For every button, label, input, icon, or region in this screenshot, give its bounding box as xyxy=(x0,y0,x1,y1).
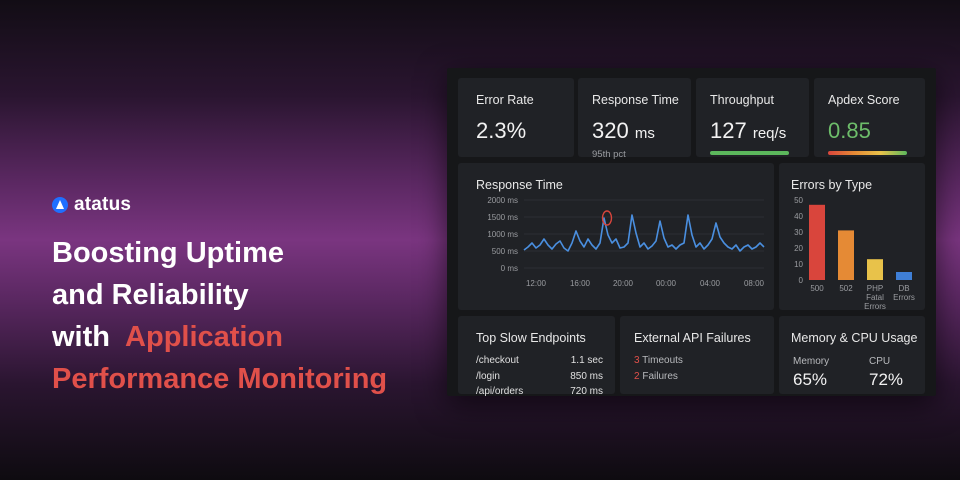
endpoint-path[interactable]: /api/orders xyxy=(476,386,524,397)
headline-accent-2: Performance Monitoring xyxy=(52,363,388,395)
grid xyxy=(524,199,764,269)
kpi-title: Response Time xyxy=(592,93,679,107)
brand-name: atatus xyxy=(74,194,132,215)
y-ticks: 2000 ms 1500 ms 1000 ms 500 ms 0 ms xyxy=(487,196,518,273)
apm-dashboard: Error Rate 2.3% Response Time 320 ms 95t… xyxy=(447,68,936,397)
y-tick: 30 xyxy=(794,228,803,237)
y-ticks: 50 40 30 20 10 0 xyxy=(794,196,803,285)
throughput-bar xyxy=(710,151,789,155)
api-failure-row[interactable]: 3 Timeouts xyxy=(634,355,683,366)
headline-accent-1: Application xyxy=(125,321,283,353)
kpi-title: Error Rate xyxy=(476,93,534,107)
x-tick: 12:00 xyxy=(526,279,547,288)
y-tick: 0 ms xyxy=(501,264,518,273)
api-failure-row[interactable]: 2 Failures xyxy=(634,371,678,382)
endpoint-time: 1.1 sec xyxy=(570,355,603,366)
endpoint-path[interactable]: /login xyxy=(476,371,500,382)
y-tick: 0 xyxy=(799,276,804,285)
x-tick: 08:00 xyxy=(744,279,765,288)
hero: atatus Boosting Uptime and Reliability w… xyxy=(52,194,452,400)
resources-card[interactable]: Memory & CPU Usage Memory 65% CPU 72% xyxy=(779,316,925,394)
errors-by-type-card[interactable]: Errors by Type 50 40 30 20 10 0 500 502 PHP Fata… xyxy=(779,163,925,310)
y-tick: 1500 ms xyxy=(487,213,518,222)
atatus-logo-icon xyxy=(52,197,68,213)
card-title: External API Failures xyxy=(634,331,751,345)
x-tick: DB Errors xyxy=(893,284,915,302)
chart-title: Errors by Type xyxy=(791,178,873,192)
failure-label: Timeouts xyxy=(642,355,683,366)
kpi-subtitle: 95th pct xyxy=(592,149,626,160)
bar-3[interactable] xyxy=(896,272,912,280)
kpi-value: 0.85 xyxy=(828,118,871,143)
headline-line-3: with Application xyxy=(52,316,452,358)
endpoint-path[interactable]: /checkout xyxy=(476,355,519,366)
y-tick: 1000 ms xyxy=(487,230,518,239)
card-title: Memory & CPU Usage xyxy=(791,331,918,345)
kpi-throughput[interactable]: Throughput 127 req/s xyxy=(696,78,809,157)
kpi-title: Throughput xyxy=(710,93,774,107)
bar-1[interactable] xyxy=(838,230,854,280)
api-failures-card[interactable]: External API Failures 3 Timeouts 2 Failu… xyxy=(620,316,774,394)
x-tick: 16:00 xyxy=(570,279,591,288)
kpi-error-rate[interactable]: Error Rate 2.3% xyxy=(458,78,574,157)
x-ticks: 500 502 PHP Fatal Errors DB Errors xyxy=(810,284,915,310)
bar-2[interactable] xyxy=(867,259,883,280)
bars xyxy=(809,204,912,280)
kpi-unit: ms xyxy=(634,125,655,142)
apdex-bar xyxy=(828,151,907,155)
y-tick: 500 ms xyxy=(492,247,518,256)
x-tick: 00:00 xyxy=(656,279,677,288)
y-tick: 10 xyxy=(794,260,803,269)
y-tick: 40 xyxy=(794,212,803,221)
card-title: Top Slow Endpoints xyxy=(476,331,586,345)
cpu-value: 72% xyxy=(869,370,904,389)
errors-by-type-chart: 50 40 30 20 10 0 500 502 PHP Fatal Errors DB Errors xyxy=(794,196,915,310)
response-time-line xyxy=(523,214,765,252)
x-ticks: 12:00 16:00 20:00 00:00 04:00 08:00 xyxy=(526,279,765,288)
headline-line-2: and Reliability xyxy=(52,279,249,311)
headline: Boosting Uptime and Reliability with App… xyxy=(52,232,452,400)
x-tick: 500 xyxy=(810,284,824,293)
kpi-number: 127 xyxy=(710,118,747,143)
failure-count: 3 xyxy=(634,355,640,366)
y-tick: 20 xyxy=(794,244,803,253)
failure-count: 2 xyxy=(634,371,640,382)
headline-line-1: Boosting Uptime xyxy=(52,237,284,269)
kpi-apdex[interactable]: Apdex Score 0.85 xyxy=(814,78,925,157)
x-tick: 20:00 xyxy=(613,279,634,288)
response-time-chart: 2000 ms 1500 ms 1000 ms 500 ms 0 ms 12:0… xyxy=(487,196,765,288)
chart-title: Response Time xyxy=(476,178,563,192)
x-tick: 502 xyxy=(839,284,853,293)
brand: atatus xyxy=(52,194,452,216)
memory-value: 65% xyxy=(793,370,828,389)
bar-0[interactable] xyxy=(809,204,825,280)
y-tick: 50 xyxy=(794,196,803,205)
cpu-label: CPU xyxy=(869,356,891,367)
headline-prefix: with xyxy=(52,321,119,353)
kpi-number: 320 xyxy=(592,118,629,143)
kpi-value: 2.3% xyxy=(476,118,527,143)
anomaly-marker[interactable] xyxy=(601,210,613,226)
x-tick: PHP Fatal Errors xyxy=(864,284,886,310)
x-tick: 04:00 xyxy=(700,279,721,288)
kpi-response-time[interactable]: Response Time 320 ms 95th pct xyxy=(578,78,691,160)
memory-label: Memory xyxy=(793,356,830,367)
failure-label: Failures xyxy=(642,371,678,382)
kpi-title: Apdex Score xyxy=(828,93,900,107)
kpi-unit: req/s xyxy=(752,125,787,142)
y-tick: 2000 ms xyxy=(487,196,518,205)
kpi-value: 127 req/s xyxy=(710,118,786,144)
endpoint-time: 850 ms xyxy=(570,371,603,382)
response-time-chart-card[interactable]: Response Time 2000 ms 1500 ms 1000 ms 50… xyxy=(458,163,774,310)
endpoint-time: 720 ms xyxy=(570,386,603,397)
slow-endpoints-card[interactable]: Top Slow Endpoints /checkout 1.1 sec /lo… xyxy=(458,316,615,397)
kpi-value: 320 ms xyxy=(592,118,655,144)
